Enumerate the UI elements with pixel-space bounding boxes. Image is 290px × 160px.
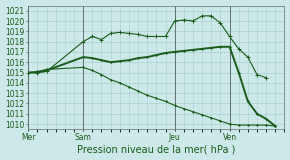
X-axis label: Pression niveau de la mer( hPa ): Pression niveau de la mer( hPa ) xyxy=(77,144,235,154)
